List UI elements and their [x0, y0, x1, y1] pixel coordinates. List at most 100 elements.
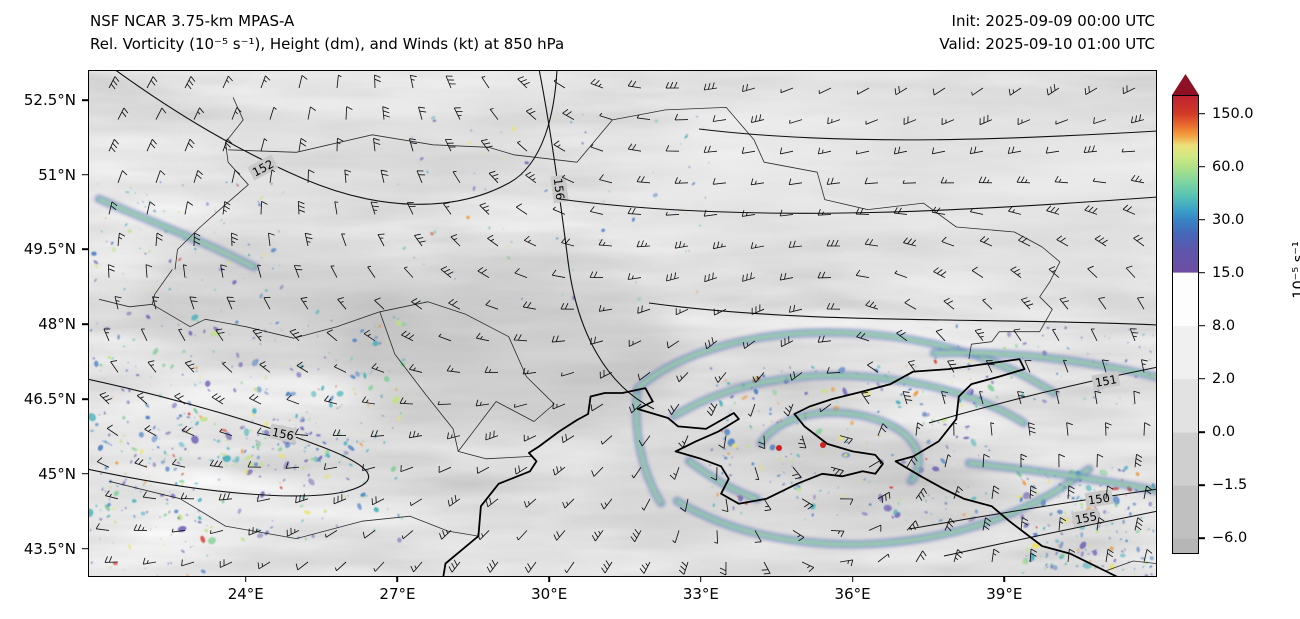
wind-barb — [600, 435, 613, 445]
wind-barb — [218, 492, 233, 501]
wind-barb — [553, 530, 566, 541]
wind-barb — [741, 210, 756, 217]
wind-barb — [561, 174, 575, 184]
wind-barb — [409, 74, 417, 89]
height-contour-label: 155 — [1074, 509, 1098, 527]
wind-barb — [181, 559, 195, 567]
y-tick-label: 43.5°N — [23, 539, 76, 558]
wind-barb — [601, 560, 613, 574]
y-tick-label: 49.5°N — [23, 240, 76, 259]
wind-barb — [712, 241, 727, 250]
wind-barb — [599, 369, 613, 379]
colorbar-tick-mark — [1199, 113, 1205, 115]
wind-barb — [219, 559, 233, 568]
wind-barb — [260, 201, 268, 215]
wind-barb — [941, 391, 949, 405]
wind-barb — [399, 397, 414, 405]
wind-barb — [219, 428, 233, 437]
colorbar-tick-mark — [1199, 272, 1205, 274]
wind-barb — [445, 75, 456, 89]
wind-barb — [703, 145, 718, 153]
wind-barb — [969, 146, 984, 155]
wind-barb — [982, 517, 992, 531]
wind-barb — [600, 498, 613, 510]
wind-barb — [209, 459, 224, 468]
wind-barb — [1024, 360, 1032, 373]
wind-barb — [666, 340, 680, 349]
wind-barb — [517, 140, 528, 152]
wind-barb — [476, 466, 490, 474]
wind-barb — [1067, 548, 1076, 563]
wind-barb — [377, 233, 385, 247]
wind-barb — [259, 361, 271, 373]
wind-barb — [1143, 422, 1151, 436]
wind-barb — [1140, 359, 1148, 373]
wind-barb — [453, 107, 463, 120]
wind-barb — [443, 202, 452, 215]
wind-barb — [257, 561, 271, 570]
wind-barb — [300, 296, 309, 310]
wind-barb — [269, 106, 277, 120]
wind-barb — [220, 264, 228, 278]
wind-barb — [628, 403, 642, 414]
wind-barb — [334, 364, 347, 373]
wind-barb — [817, 208, 832, 216]
wind-barb — [953, 549, 963, 563]
wind-barb — [839, 498, 854, 505]
wind-barb — [334, 201, 339, 215]
wind-barb — [222, 75, 233, 89]
wind-barb — [374, 74, 381, 89]
wind-barb — [915, 487, 928, 501]
wind-barb — [307, 106, 316, 120]
wind-barb — [839, 559, 854, 567]
wind-barb — [1046, 84, 1060, 96]
wind-barb — [146, 201, 156, 215]
wind-barb — [915, 550, 927, 563]
wind-barb — [525, 108, 537, 120]
wind-barb — [1046, 205, 1060, 215]
wind-barb — [894, 86, 908, 96]
wind-barb — [1122, 204, 1136, 215]
wind-barb — [830, 529, 845, 538]
wind-barb — [1067, 485, 1075, 499]
wind-barb — [665, 211, 680, 216]
wind-barb — [517, 76, 530, 89]
wind-barb — [298, 138, 307, 152]
wind-barb — [712, 115, 727, 122]
wind-barb — [256, 427, 271, 437]
colorbar-tick-label: 30.0 — [1212, 211, 1245, 228]
wind-barb — [636, 175, 651, 184]
wind-barb — [672, 530, 680, 544]
y-tick-label: 48°N — [38, 315, 76, 334]
wind-barb — [373, 561, 385, 572]
wind-barb — [906, 520, 919, 531]
wind-barb — [877, 553, 890, 563]
wind-barb — [856, 331, 870, 342]
wind-barb — [1020, 297, 1034, 310]
wind-barb — [788, 178, 803, 186]
wind-barb — [751, 304, 765, 315]
wind-barb — [953, 422, 958, 436]
wind-barb — [985, 360, 995, 373]
wind-barb — [590, 144, 604, 152]
wind-barb — [944, 518, 955, 532]
wind-barb — [108, 76, 120, 90]
wind-barb — [401, 530, 414, 540]
wind-barb — [222, 138, 233, 152]
wind-barb — [523, 434, 537, 442]
wind-barb — [590, 403, 604, 412]
wind-barb — [286, 527, 300, 537]
wind-barb — [750, 114, 765, 124]
wind-barb — [562, 498, 575, 509]
wind-barb — [362, 464, 376, 472]
wind-barb — [758, 435, 766, 449]
wind-barb — [561, 237, 575, 247]
wind-barb — [1143, 485, 1153, 499]
wind-barb — [865, 119, 879, 125]
wind-barb — [675, 308, 689, 316]
x-tick-mark — [396, 576, 399, 582]
wind-barb — [931, 147, 946, 155]
wind-barb — [561, 371, 575, 377]
wind-barb — [1130, 114, 1145, 124]
